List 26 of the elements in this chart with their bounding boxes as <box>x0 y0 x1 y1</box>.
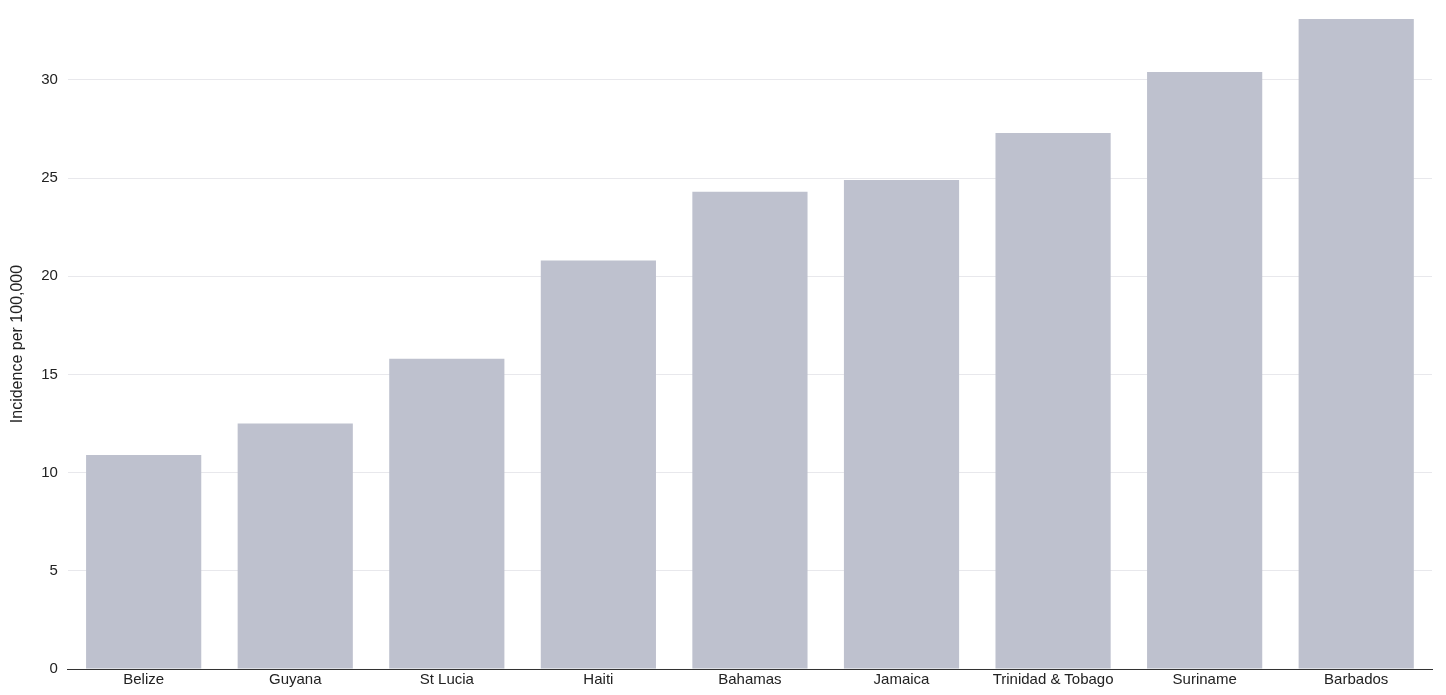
bar <box>1147 72 1263 669</box>
y-tick-label: 25 <box>41 168 58 186</box>
bar <box>237 423 353 669</box>
y-axis-title: Incidence per 100,000 <box>8 264 26 424</box>
x-tick-label: Bahamas <box>718 670 782 688</box>
bar <box>995 132 1111 669</box>
bar <box>1298 19 1414 669</box>
bar <box>389 358 505 669</box>
bar <box>540 260 656 669</box>
x-tick-label: St Lucia <box>419 670 475 688</box>
y-tick-label: 15 <box>41 364 58 382</box>
x-tick-label: Guyana <box>268 670 323 688</box>
x-tick-label: Barbados <box>1324 670 1389 688</box>
y-tick-label: 30 <box>41 70 58 88</box>
bar <box>86 454 202 669</box>
x-tick-label: Jamaica <box>873 670 931 688</box>
y-tick-label: 20 <box>41 266 58 284</box>
y-tick-label: 0 <box>49 659 58 677</box>
x-tick-label: Belize <box>123 670 165 688</box>
x-tick-label: Trinidad & Tobago <box>992 670 1114 688</box>
x-tick-label: Suriname <box>1172 670 1237 688</box>
bar <box>692 191 808 669</box>
bar <box>843 180 960 669</box>
y-tick-label: 10 <box>41 462 58 480</box>
y-tick-label: 5 <box>49 560 58 578</box>
x-tick-label: Haiti <box>583 670 614 688</box>
